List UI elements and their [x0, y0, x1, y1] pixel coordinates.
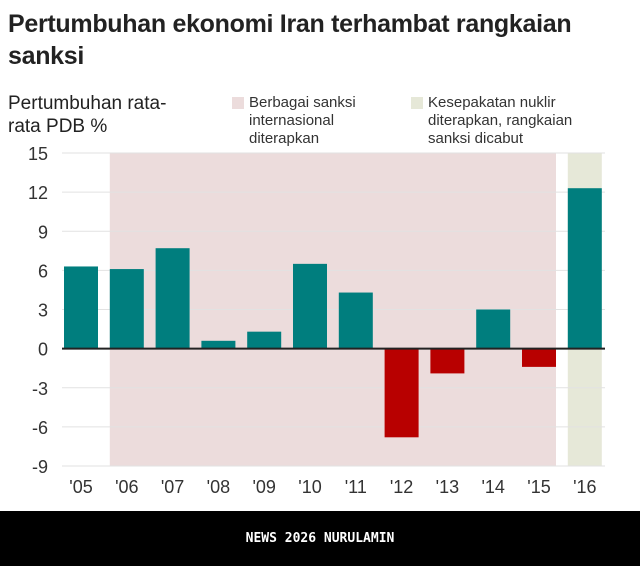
y-tick-label: 0 — [38, 340, 48, 360]
x-tick-label: '14 — [481, 477, 504, 497]
y-tick-label: 15 — [28, 144, 48, 164]
bar-11 — [338, 292, 373, 349]
legend-label-deal: Kesepakatan nuklir diterapkan, rangkaian… — [428, 94, 573, 147]
footer-watermark: NEWS 2026 NURULAMIN — [0, 511, 640, 566]
bar-10 — [293, 263, 327, 349]
x-tick-label: '11 — [345, 477, 367, 497]
x-tick-label: '15 — [527, 477, 550, 497]
x-tick-label: '12 — [390, 477, 413, 497]
y-tick-label: -9 — [32, 457, 48, 477]
x-tick-label: '16 — [573, 477, 596, 497]
x-tick-label: '13 — [436, 477, 459, 497]
legend-sanctions: Berbagai sanksi internasional diterapkan — [232, 94, 392, 148]
bar-12 — [384, 348, 419, 438]
x-tick-label: '09 — [252, 477, 275, 497]
bar-05 — [64, 266, 98, 349]
x-tick-label: '10 — [298, 477, 321, 497]
bar-08 — [201, 340, 236, 349]
bar-14 — [476, 309, 511, 349]
chart-title: Pertumbuhan ekonomi Iran terhambat rangk… — [8, 10, 572, 70]
x-tick-label: '08 — [207, 477, 230, 497]
bar-06 — [109, 269, 144, 349]
legend-deal: Kesepakatan nuklir diterapkan, rangkaian… — [411, 94, 611, 148]
bar-09 — [247, 331, 282, 349]
x-tick-label: '05 — [69, 477, 92, 497]
bar-13 — [430, 348, 465, 374]
legend-swatch-sanctions — [232, 97, 244, 109]
bar-07 — [155, 248, 190, 349]
y-tick-label: 6 — [38, 261, 48, 281]
x-tick-label: '07 — [161, 477, 184, 497]
y-axis-label: Pertumbuhan rata-rata PDB % — [8, 93, 167, 137]
y-tick-label: -6 — [32, 418, 48, 438]
bar-15 — [522, 348, 556, 367]
bar-chart: 15 12 9 6 3 0 -3 -6 -9 '05 '06 '07 '08 '09 '10 '11 '12 '1… — [28, 144, 605, 497]
legend-swatch-deal — [411, 97, 423, 109]
y-tick-label: 3 — [38, 301, 48, 321]
y-tick-label: -3 — [32, 379, 48, 399]
y-tick-label: 12 — [28, 183, 48, 203]
bar-16 — [567, 188, 602, 349]
y-tick-label: 9 — [38, 222, 48, 242]
legend-label-sanctions: Berbagai sanksi internasional diterapkan — [249, 94, 356, 147]
x-tick-label: '06 — [115, 477, 138, 497]
